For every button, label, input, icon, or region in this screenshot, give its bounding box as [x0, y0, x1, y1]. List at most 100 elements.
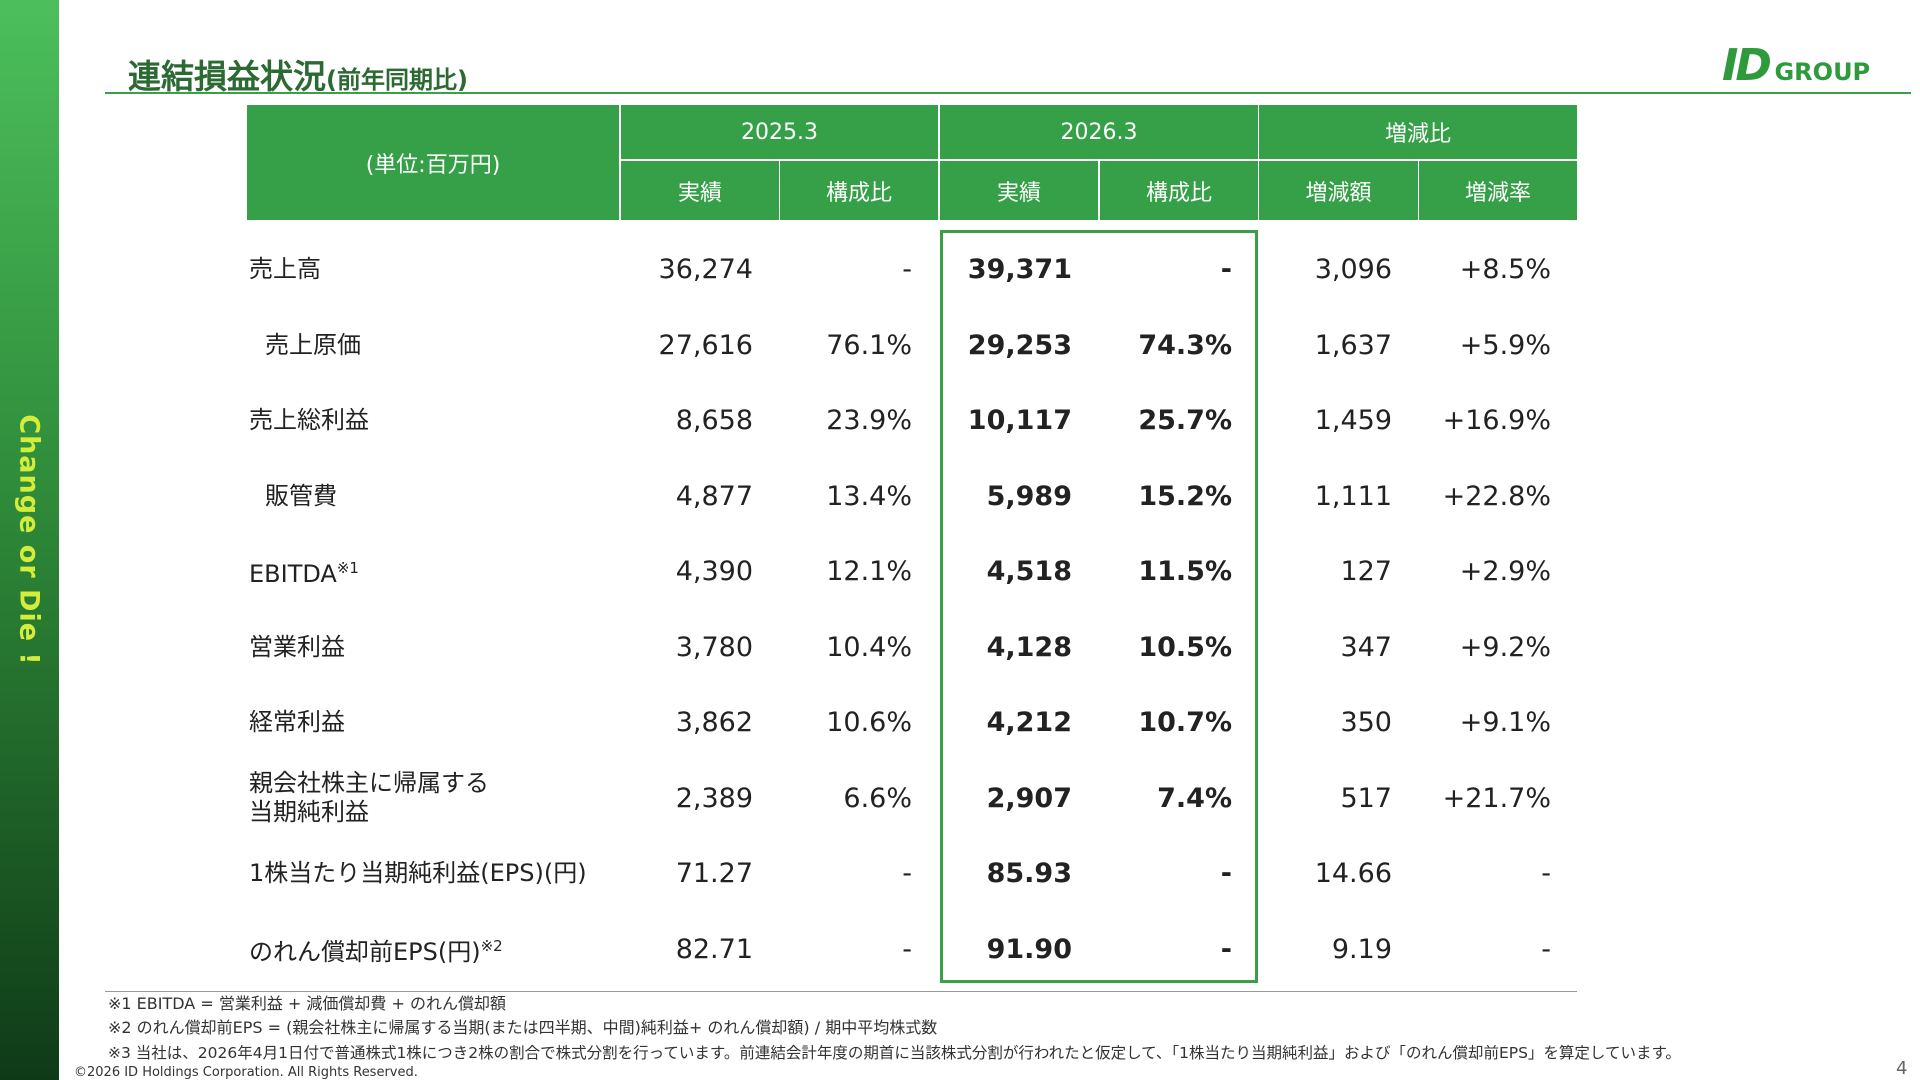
cell-value: -: [902, 858, 912, 890]
row-label-line: 販管費: [265, 482, 337, 511]
cell-value: -: [1541, 933, 1551, 965]
row-label-line: 経常利益: [249, 708, 345, 737]
row-label-line: 1株当たり当期純利益(EPS)(円): [249, 859, 587, 888]
cell-value: 10.4%: [826, 631, 912, 663]
cell-value: 2,907: [986, 782, 1072, 814]
sub-header: 構成比: [780, 161, 938, 220]
logo-text: GROUP: [1774, 58, 1871, 86]
cell-value: 10,117: [967, 405, 1072, 437]
cell-value: +21.7%: [1442, 782, 1551, 814]
footnote-rule: [105, 991, 1577, 992]
row-label-line: 売上総利益: [249, 406, 369, 435]
cell-value: 1,459: [1314, 405, 1392, 437]
title: 連結損益状況: [128, 57, 326, 96]
slogan: Change or Die !: [13, 414, 45, 666]
row-label: 親会社株主に帰属する 当期純利益: [249, 761, 619, 837]
cell-value: -: [1220, 933, 1232, 965]
group-header: 2025.3: [621, 105, 938, 159]
row-label-text: 1株当たり当期純利益(EPS)(円): [249, 859, 587, 888]
row-label-text: 経常利益: [249, 708, 345, 737]
row-label: 経常利益: [249, 685, 619, 761]
cell-value: 71.27: [675, 858, 753, 890]
sub-header: 増減率: [1419, 161, 1577, 220]
cell-value: -: [902, 254, 912, 286]
cell-value: -: [1541, 858, 1551, 890]
cell-value: 25.7%: [1138, 405, 1232, 437]
footnote: ※3 当社は、2026年4月1日付で普通株式1株につき2株の割合で株式分割を行っ…: [108, 1044, 1681, 1062]
row-label-text: のれん償却前EPS(円): [249, 937, 481, 966]
cell-value: 4,390: [675, 556, 753, 588]
row-label-text: 当期純利益: [249, 798, 369, 827]
cell-value: 12.1%: [826, 556, 912, 588]
row-label: 販管費: [265, 459, 619, 535]
row-label-line: EBITDA※1: [249, 554, 359, 589]
row-label-line: 営業利益: [249, 633, 345, 662]
row-label-line: のれん償却前EPS(円)※2: [249, 932, 503, 967]
title-rule: [105, 92, 1911, 94]
cell-value: 10.6%: [826, 707, 912, 739]
cell-value: 85.93: [986, 858, 1072, 890]
cell-value: 127: [1340, 556, 1392, 588]
cell-value: 4,877: [675, 480, 753, 512]
row-label-text: 売上高: [249, 255, 321, 284]
row-label-line: 売上原価: [265, 331, 361, 360]
footnote-ref: ※1: [336, 559, 359, 578]
footnote: ※1 EBITDA = 営業利益 + 減価償却費 + のれん償却額: [108, 994, 506, 1013]
group-header: 増減比: [1259, 105, 1577, 159]
cell-value: 1,637: [1314, 329, 1392, 361]
row-label-text: 親会社株主に帰属する: [249, 769, 489, 798]
footnote-ref: ※2: [480, 936, 503, 955]
row-label: のれん償却前EPS(円)※2: [249, 912, 619, 988]
cell-value: 11.5%: [1138, 556, 1232, 588]
cell-value: 8,658: [675, 405, 753, 437]
cell-value: +9.1%: [1459, 707, 1551, 739]
page-number: 4: [1896, 1058, 1908, 1079]
row-label-text: 販管費: [265, 481, 337, 510]
cell-value: 3,862: [675, 707, 753, 739]
row-label: 売上総利益: [249, 383, 619, 459]
cell-value: +9.2%: [1459, 631, 1551, 663]
cell-value: 347: [1340, 631, 1392, 663]
cell-value: 350: [1340, 707, 1392, 739]
cell-value: 4,128: [986, 631, 1072, 663]
cell-value: 9.19: [1331, 933, 1392, 965]
cell-value: 23.9%: [826, 405, 912, 437]
copyright: ©2026 ID Holdings Corporation. All Right…: [74, 1065, 418, 1080]
cell-value: -: [1220, 254, 1232, 286]
cell-value: 14.66: [1314, 858, 1392, 890]
cell-value: 10.7%: [1138, 707, 1232, 739]
sidebar: [0, 0, 59, 1080]
cell-value: +16.9%: [1442, 405, 1551, 437]
row-label-text: EBITDA: [249, 560, 337, 589]
cell-value: -: [1220, 858, 1232, 890]
row-label-text: 営業利益: [249, 632, 345, 661]
row-label-line: 当期純利益: [249, 798, 369, 827]
row-label: EBITDA※1: [249, 534, 619, 610]
row-label: 売上高: [249, 232, 619, 308]
cell-value: +8.5%: [1459, 254, 1551, 286]
cell-value: +2.9%: [1459, 556, 1551, 588]
row-label: 1株当たり当期純利益(EPS)(円): [249, 836, 619, 912]
cell-value: 2,389: [675, 782, 753, 814]
row-label: 営業利益: [249, 610, 619, 686]
unit-header: (単位:百万円): [247, 105, 619, 220]
cell-value: 4,518: [986, 556, 1072, 588]
cell-value: 29,253: [967, 329, 1072, 361]
cell-value: 3,096: [1314, 254, 1392, 286]
cell-value: 39,371: [967, 254, 1072, 286]
cell-value: 7.4%: [1157, 782, 1232, 814]
cell-value: 82.71: [675, 933, 753, 965]
sub-header: 増減額: [1259, 161, 1418, 220]
footnote: ※2 のれん償却前EPS = (親会社株主に帰属する当期(または四半期、中間)純…: [108, 1018, 938, 1037]
row-label-text: 売上原価: [265, 330, 361, 359]
cell-value: 74.3%: [1138, 329, 1232, 361]
cell-value: 36,274: [658, 254, 753, 286]
cell-value: 10.5%: [1138, 631, 1232, 663]
cell-value: 1,111: [1314, 480, 1392, 512]
cell-value: 5,989: [986, 480, 1072, 512]
cell-value: 13.4%: [826, 480, 912, 512]
subtitle: (前年同期比): [326, 66, 468, 94]
sub-header: 実績: [940, 161, 1098, 220]
cell-value: 27,616: [658, 329, 753, 361]
